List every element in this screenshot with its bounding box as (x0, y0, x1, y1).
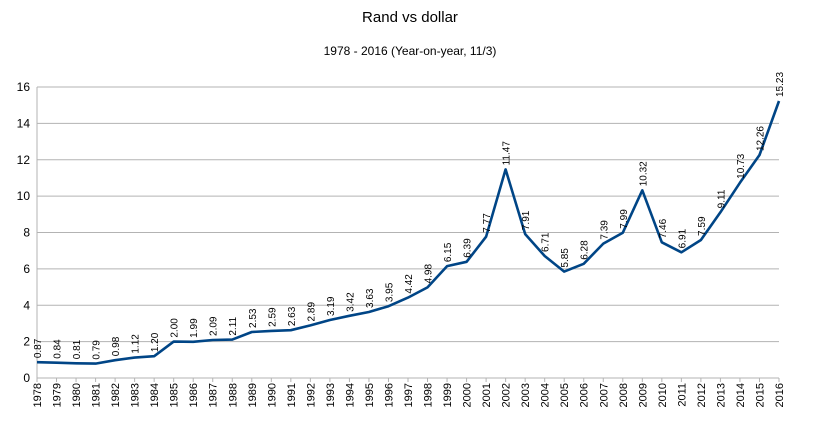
x-tick-label: 2003 (520, 383, 532, 407)
data-label: 1.20 (150, 332, 161, 352)
x-tick-label: 1988 (227, 383, 239, 407)
data-label: 7.46 (658, 218, 669, 238)
data-label: 7.59 (697, 216, 708, 236)
x-tick-label: 2007 (598, 383, 610, 407)
x-tick-label: 1999 (442, 383, 454, 407)
x-tick-label: 1994 (344, 383, 356, 407)
x-tick-label: 1996 (383, 383, 395, 407)
data-label: 1.99 (189, 318, 200, 338)
y-tick-label: 6 (23, 262, 30, 276)
x-tick-label: 1982 (110, 383, 122, 407)
gridlines (37, 86, 779, 343)
y-tick-label: 2 (23, 335, 30, 349)
data-label: 6.91 (677, 228, 688, 248)
y-tick-label: 0 (23, 371, 30, 385)
data-label: 5.85 (560, 248, 571, 268)
chart-title: Rand vs dollar (362, 9, 458, 26)
data-label: 3.42 (345, 292, 356, 312)
x-tick-label: 1986 (188, 383, 200, 407)
data-label: 2.63 (287, 306, 298, 326)
y-tick-label: 16 (17, 80, 31, 94)
x-tick-label: 2010 (657, 383, 669, 407)
x-tick-label: 1998 (423, 383, 435, 407)
data-label: 15.23 (775, 72, 786, 97)
x-tick-label: 1984 (149, 383, 161, 407)
data-label: 6.15 (443, 242, 454, 262)
data-label: 2.00 (170, 318, 181, 338)
data-label: 2.09 (209, 316, 220, 336)
data-label: 0.98 (111, 336, 122, 356)
data-label: 7.99 (619, 209, 630, 229)
data-label: 0.79 (92, 340, 103, 360)
data-label: 3.19 (326, 296, 337, 316)
x-tick-label: 2009 (637, 383, 649, 407)
x-tick-label: 1985 (169, 383, 181, 407)
x-tick-label: 2004 (540, 383, 552, 407)
x-tick-label: 2013 (715, 383, 727, 407)
x-axis-ticks: 1978 1979 1980 1981 1982 1983 1984 1985 1986 1987… (32, 378, 786, 407)
data-label: 4.42 (404, 274, 415, 294)
y-tick-label: 12 (17, 153, 31, 167)
x-tick-label: 2002 (501, 383, 513, 407)
x-tick-label: 2014 (735, 383, 747, 407)
x-tick-label: 2005 (559, 383, 571, 407)
data-label: 2.59 (267, 307, 278, 327)
data-label: 3.95 (384, 282, 395, 302)
x-tick-label: 1991 (286, 383, 298, 407)
data-label: 0.81 (72, 339, 83, 359)
x-tick-label: 2011 (676, 383, 688, 407)
data-label: 3.63 (365, 288, 376, 308)
data-labels: 0.87 0.84 0.81 0.79 0.98 1.12 1.20 2.00 1.99 2.09… (33, 72, 786, 360)
x-tick-label: 1983 (130, 383, 142, 407)
data-label: 10.32 (638, 161, 649, 186)
x-tick-label: 1979 (52, 383, 64, 407)
x-tick-label: 2001 (481, 383, 493, 407)
data-label: 9.11 (716, 189, 727, 208)
x-tick-label: 1980 (71, 383, 83, 407)
x-tick-label: 1997 (403, 383, 415, 407)
data-label: 0.84 (53, 339, 64, 359)
data-label: 2.11 (228, 316, 239, 335)
x-tick-label: 1989 (247, 383, 259, 407)
data-label: 7.91 (521, 210, 532, 230)
y-tick-label: 4 (23, 298, 30, 312)
y-tick-label: 14 (17, 116, 31, 130)
data-label: 7.77 (482, 213, 493, 233)
x-tick-label: 1978 (32, 383, 44, 407)
data-label: 10.73 (736, 153, 747, 178)
data-label: 1.12 (131, 334, 142, 354)
data-label: 4.98 (424, 264, 435, 284)
x-tick-label: 1992 (305, 383, 317, 407)
data-label: 6.39 (463, 238, 474, 258)
series-line (36, 100, 781, 365)
data-label: 12.26 (755, 126, 766, 151)
x-tick-label: 2016 (774, 383, 786, 407)
data-label: 2.53 (248, 308, 259, 328)
x-tick-label: 1995 (364, 383, 376, 407)
x-tick-label: 2008 (618, 383, 630, 407)
chart-subtitle: 1978 - 2016 (Year-on-year, 11/3) (323, 44, 497, 58)
x-tick-label: 2015 (754, 383, 766, 407)
data-label: 11.47 (502, 141, 513, 166)
x-tick-label: 2012 (696, 383, 708, 407)
data-label: 2.89 (306, 302, 317, 322)
data-label: 7.39 (599, 220, 610, 240)
y-axis-ticks: 0 2 4 6 8 10 12 14 16 (17, 80, 31, 385)
x-tick-label: 2006 (579, 383, 591, 407)
x-tick-label: 1993 (325, 383, 337, 407)
x-tick-label: 1990 (266, 383, 278, 407)
y-tick-label: 10 (17, 189, 31, 203)
data-label: 6.28 (580, 240, 591, 260)
series-group (36, 100, 781, 365)
x-tick-label: 2000 (462, 383, 474, 407)
x-tick-label: 1987 (208, 383, 220, 407)
data-label: 6.71 (541, 232, 552, 252)
y-tick-label: 8 (23, 226, 30, 240)
x-tick-label: 1981 (91, 383, 103, 407)
data-label: 0.87 (33, 338, 44, 358)
